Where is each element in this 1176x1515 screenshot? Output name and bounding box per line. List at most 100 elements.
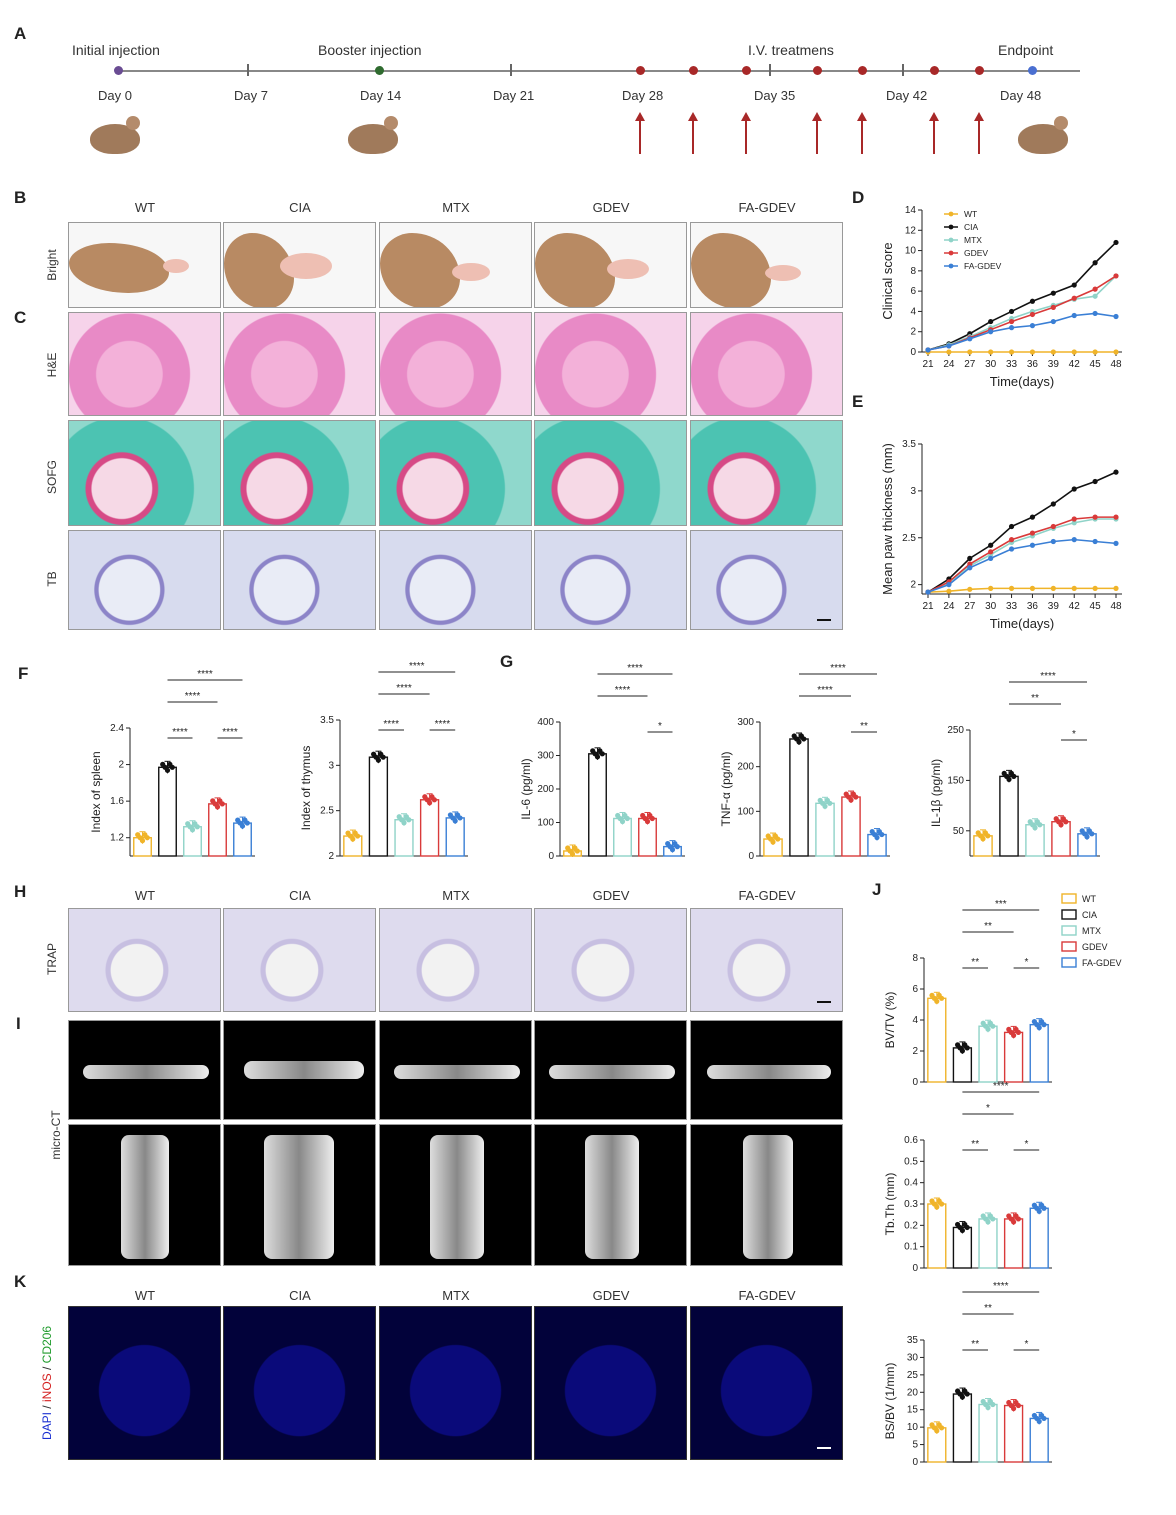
tb-image-wt: [68, 530, 221, 630]
data-point: [599, 751, 605, 757]
bar-cia: [789, 738, 809, 857]
bright-image-gdev: [534, 222, 687, 308]
x-tick-label: 36: [1027, 359, 1039, 370]
panel-letter-d: D: [852, 188, 865, 207]
group-label-gdev: GDEV: [592, 1288, 630, 1303]
day-label: Day 42: [886, 88, 928, 103]
data-point: [796, 739, 802, 745]
data-point: [1092, 349, 1098, 355]
data-point: [1050, 523, 1056, 530]
group-label-wt: WT: [134, 888, 156, 903]
y-axis-label: BV/TV (%): [883, 992, 897, 1049]
data-point: [985, 1219, 991, 1225]
data-point: [939, 1425, 945, 1431]
data-point: [1050, 538, 1056, 545]
data-point: [964, 1045, 970, 1051]
y-tick-label: 150: [947, 775, 964, 786]
y-tick-label: 0.3: [904, 1199, 918, 1210]
data-point: [1036, 1208, 1042, 1214]
data-point: [594, 754, 601, 760]
legend-swatch: [1061, 909, 1077, 920]
if-image-fa-gdev: [690, 1306, 843, 1460]
data-point: [1041, 1022, 1047, 1028]
data-point: [1092, 514, 1098, 520]
treatment-dot: [930, 66, 939, 75]
tb-image-fa-gdev: [690, 530, 843, 630]
x-tick-label: 27: [964, 601, 976, 612]
x-tick-label: 39: [1048, 601, 1060, 612]
significance-label: ****: [383, 719, 399, 730]
y-tick-label: 1.6: [110, 796, 124, 807]
he-image-mtx: [379, 312, 532, 416]
group-label-fa-gdev: FA-GDEV: [738, 888, 796, 903]
event-iv-treatments: I.V. treatmens: [748, 42, 834, 58]
x-tick-label: 33: [1006, 601, 1018, 612]
y-tick-label: 2.5: [902, 533, 916, 544]
series-line: [927, 312, 1117, 351]
y-tick-label: 100: [537, 818, 554, 829]
data-point: [934, 1204, 940, 1210]
data-point: [1029, 298, 1036, 304]
scale-bar: [817, 619, 831, 621]
microct-top-wt: [68, 1020, 221, 1120]
data-point: [1041, 1205, 1047, 1211]
microct-bottom-mtx: [379, 1124, 532, 1266]
treatment-dot: [858, 66, 867, 75]
timeline-tick: [769, 64, 771, 76]
injection-arrow-shaft: [639, 118, 641, 154]
trap-image-gdev: [534, 908, 687, 1012]
data-point: [1071, 295, 1077, 301]
endpoint-marker: [1028, 66, 1037, 75]
data-point: [985, 1404, 991, 1411]
series-line: [927, 241, 1117, 351]
group-label-gdev: GDEV: [592, 200, 630, 215]
trap-image-wt: [68, 908, 221, 1012]
mouse-icon: [90, 116, 140, 154]
y-tick-label: 6: [910, 286, 916, 297]
bar-cia: [952, 1226, 973, 1269]
data-point: [380, 754, 386, 760]
data-point: [1092, 260, 1098, 266]
bar-gdev: [1003, 1404, 1024, 1463]
booster-injection-marker: [375, 66, 384, 75]
he-image-wt: [68, 312, 221, 416]
data-point: [775, 836, 781, 842]
data-point: [1092, 310, 1098, 317]
group-label-cia: CIA: [289, 1288, 311, 1303]
group-label-cia: CIA: [289, 200, 311, 215]
y-tick-label: 2: [910, 327, 916, 338]
injection-arrow-icon: [974, 112, 984, 121]
data-point: [1041, 1415, 1047, 1422]
series-line: [927, 471, 1117, 593]
y-axis-label: TNF-α (pg/ml): [719, 752, 733, 827]
x-axis-label: Time(days): [990, 374, 1055, 389]
data-point: [1050, 349, 1056, 355]
y-tick-label: 35: [907, 1335, 919, 1346]
data-point: [988, 318, 994, 325]
scale-bar: [817, 1447, 831, 1449]
significance-label: ****: [993, 1081, 1009, 1092]
group-label-cia: CIA: [289, 888, 311, 903]
data-point: [1050, 290, 1056, 296]
panel-letter-f: F: [18, 664, 29, 683]
y-tick-label: 14: [905, 205, 917, 216]
y-tick-label: 15: [907, 1405, 919, 1416]
injection-arrow-icon: [812, 112, 822, 121]
data-point: [1113, 313, 1119, 320]
group-label-wt: WT: [134, 1288, 156, 1303]
day-label: Day 0: [98, 88, 132, 103]
data-point: [939, 995, 945, 1001]
data-point: [1037, 822, 1043, 828]
data-point: [1050, 318, 1056, 325]
y-tick-label: 5: [912, 1440, 918, 1451]
data-point: [244, 820, 250, 826]
y-tick-label: 0: [912, 1457, 918, 1468]
data-point: [946, 343, 952, 349]
data-point: [1050, 501, 1056, 507]
data-point: [822, 803, 828, 809]
microct-bottom-fa-gdev: [690, 1124, 843, 1266]
day-label: Day 35: [754, 88, 796, 103]
injection-arrow-shaft: [978, 118, 980, 154]
series-line: [927, 518, 1116, 593]
